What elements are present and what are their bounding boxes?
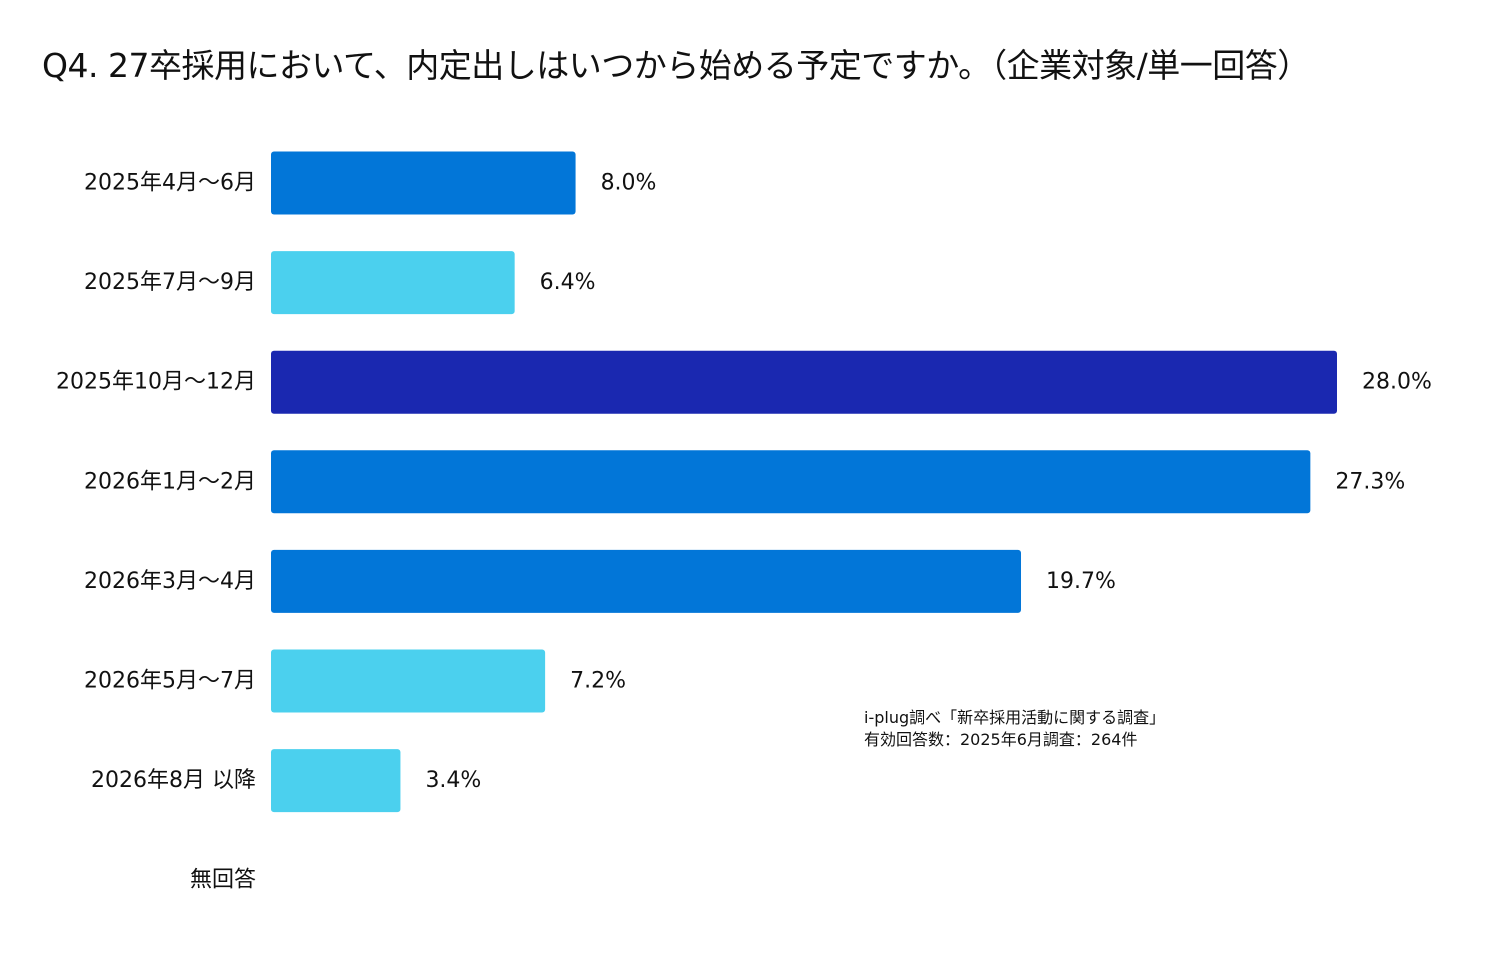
bar bbox=[271, 350, 1337, 414]
data-label: 27.3% bbox=[1335, 469, 1405, 494]
category-label: 2025年10月～12月 bbox=[56, 370, 256, 395]
category-label: 2026年1月～2月 bbox=[84, 469, 256, 494]
bar bbox=[271, 649, 546, 713]
chart-title: Q4. 27卒採用において、内定出しはいつから始める予定ですか。（企業対象/単一… bbox=[42, 46, 1310, 85]
bar bbox=[271, 749, 401, 813]
source-note-line-1: i-plug調べ「新卒採用活動に関する調査」 bbox=[864, 708, 1166, 727]
category-label: 2026年3月～4月 bbox=[84, 569, 256, 594]
source-note: i-plug調べ「新卒採用活動に関する調査」 有効回答数：2025年6月調査：2… bbox=[864, 707, 1165, 751]
data-label: 28.0% bbox=[1362, 370, 1432, 395]
bar bbox=[271, 151, 576, 215]
category-label: 2026年8月 以降 bbox=[91, 768, 256, 793]
data-label: 6.4% bbox=[540, 270, 596, 295]
bar bbox=[271, 251, 515, 315]
bar bbox=[271, 549, 1022, 613]
category-label: 2026年5月～7月 bbox=[84, 669, 256, 694]
source-note-line-2: 有効回答数：2025年6月調査：264件 bbox=[864, 730, 1138, 749]
bar bbox=[271, 450, 1311, 514]
category-label: 2025年4月～6月 bbox=[84, 171, 256, 196]
category-label: 2025年7月～9月 bbox=[84, 270, 256, 295]
data-label: 7.2% bbox=[570, 669, 626, 694]
data-label: 19.7% bbox=[1046, 569, 1116, 594]
category-label: 無回答 bbox=[190, 868, 256, 893]
data-label: 3.4% bbox=[425, 768, 481, 793]
data-label: 8.0% bbox=[601, 171, 657, 196]
